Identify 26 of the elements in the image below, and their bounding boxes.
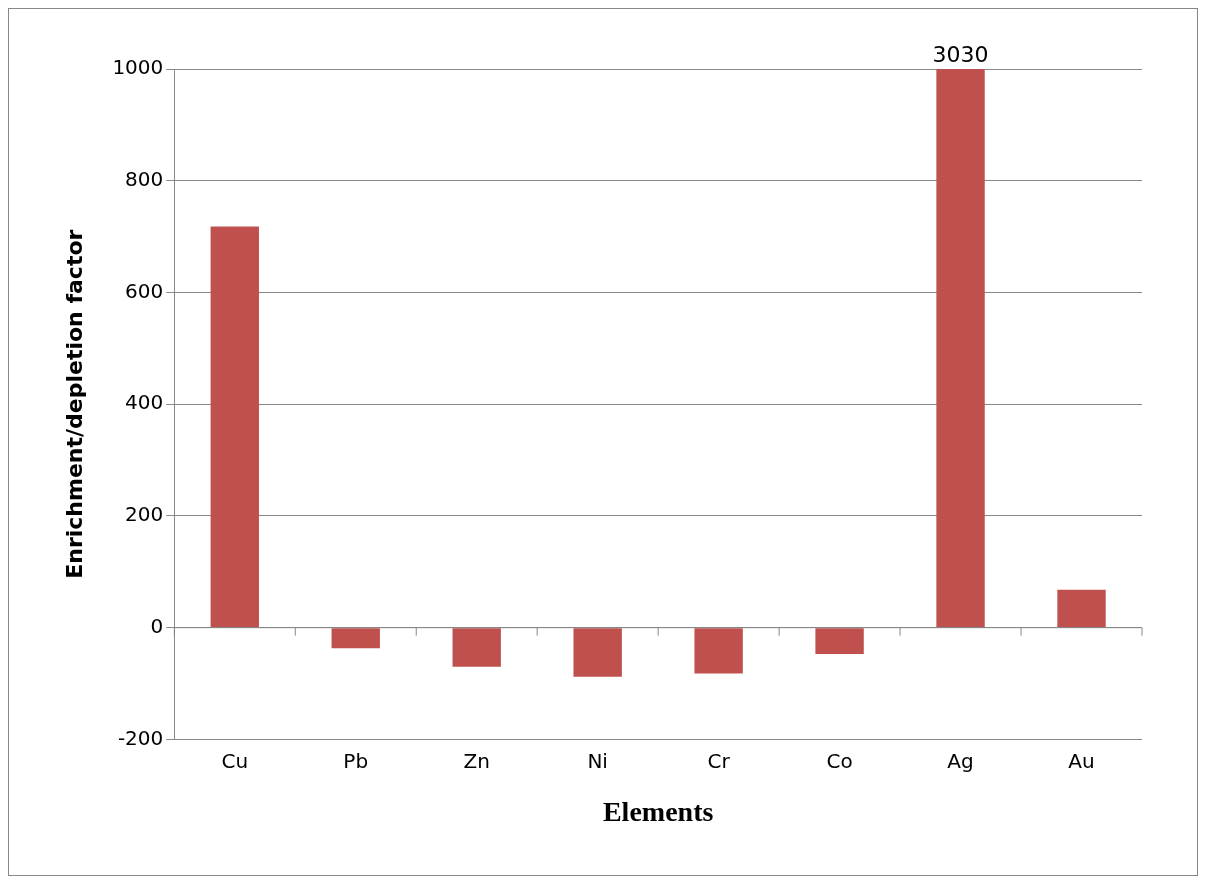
annotation: 3030 bbox=[932, 41, 989, 67]
y-tick-label: -200 bbox=[117, 725, 164, 750]
bar bbox=[694, 628, 743, 674]
y-tick-label: 0 bbox=[150, 613, 164, 638]
bar bbox=[936, 69, 985, 628]
x-tick-label: Au bbox=[1068, 748, 1095, 773]
y-tick-label: 1000 bbox=[112, 55, 164, 80]
bar bbox=[1057, 589, 1106, 628]
x-tick-label: Ag bbox=[947, 748, 974, 773]
x-axis-title: Elements bbox=[602, 796, 714, 828]
y-axis-title: Enrichment/depletion factor bbox=[61, 229, 87, 579]
x-tick-label: Co bbox=[826, 748, 853, 773]
bar bbox=[815, 628, 864, 654]
bar bbox=[210, 226, 259, 628]
y-tick-label: 200 bbox=[125, 502, 164, 527]
y-tick-label: 600 bbox=[125, 278, 164, 303]
y-tick-label: 400 bbox=[125, 390, 164, 415]
x-tick-label: Pb bbox=[343, 748, 369, 773]
x-tick-label: Ni bbox=[587, 748, 608, 773]
x-tick-label: Cr bbox=[707, 748, 731, 773]
bar bbox=[452, 628, 501, 667]
y-tick-label: 800 bbox=[125, 166, 164, 191]
bar bbox=[573, 628, 622, 677]
x-tick-label: Cu bbox=[221, 748, 249, 773]
bar bbox=[331, 628, 380, 649]
x-tick-label: Zn bbox=[463, 748, 490, 773]
